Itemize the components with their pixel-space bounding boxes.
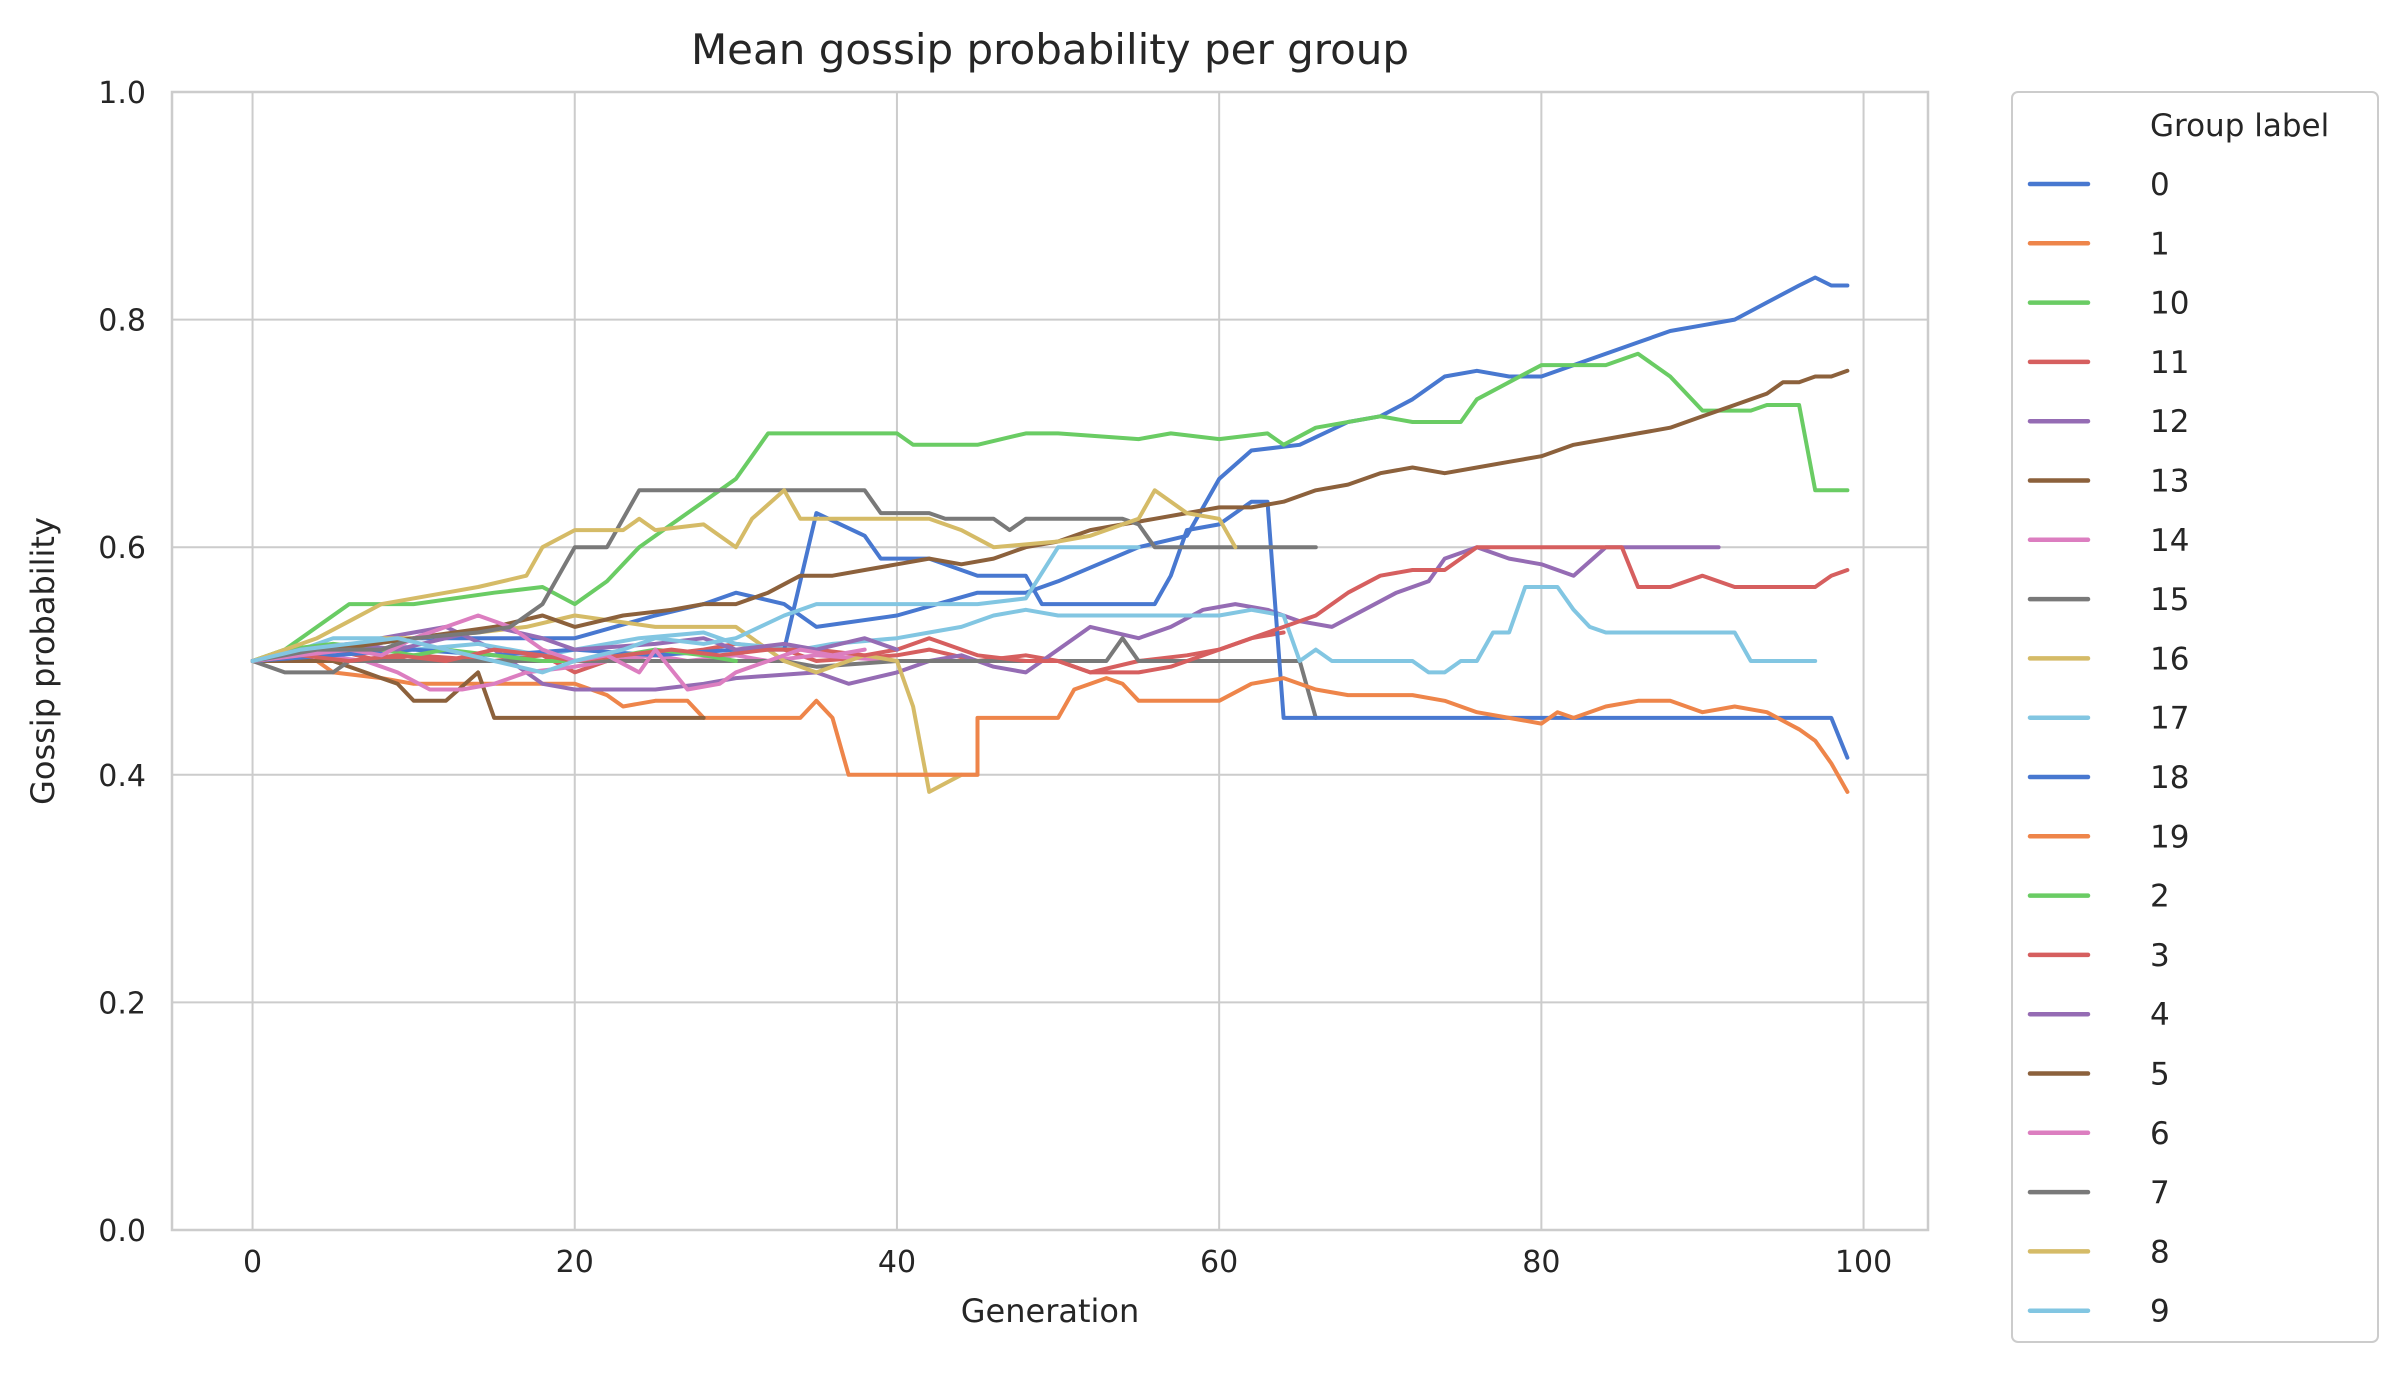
legend-label-8: 8 [2150, 1234, 2170, 1270]
legend-label-6: 6 [2150, 1116, 2170, 1152]
legend: Group label 0 1 10 11 12 13 14 15 16 17 18 19 2 3 4 5 6 7… [2011, 91, 2379, 1343]
x-axis-title: Generation [961, 1292, 1140, 1330]
legend-label-3: 3 [2150, 938, 2170, 974]
legend-label-5: 5 [2150, 1057, 2170, 1093]
tick-labels: 0 20 40 60 80 100 0.0 0.2 0.4 0.6 0.8 1.0 [98, 76, 1892, 1280]
legend-label-17: 17 [2150, 701, 2189, 737]
legend-label-14: 14 [2150, 523, 2189, 559]
series-lines [250, 275, 1850, 794]
x-tick-label: 0 [243, 1245, 262, 1280]
series-line-9 [250, 545, 1141, 675]
legend-label-19: 19 [2150, 819, 2189, 855]
legend-items: 0 1 10 11 12 13 14 15 16 17 18 19 2 3 4 5 6 7 8 9 [2027, 167, 2189, 1330]
y-tick-label: 1.0 [98, 76, 146, 111]
legend-label-13: 13 [2150, 464, 2189, 500]
series-line-1 [250, 659, 980, 777]
series-line-8 [250, 488, 1238, 663]
legend-title: Group label [2150, 108, 2329, 144]
legend-label-12: 12 [2150, 404, 2189, 440]
x-tick-label: 40 [878, 1245, 916, 1280]
y-tick-label: 0.0 [98, 1214, 146, 1249]
legend-label-15: 15 [2150, 582, 2189, 618]
legend-label-7: 7 [2150, 1175, 2170, 1211]
legend-label-10: 10 [2150, 286, 2189, 322]
legend-box [2011, 91, 2379, 1343]
legend-label-4: 4 [2150, 997, 2170, 1033]
y-axis-title: Gossip probability [24, 517, 62, 805]
legend-label-9: 9 [2150, 1294, 2170, 1330]
x-tick-label: 60 [1200, 1245, 1238, 1280]
x-tick-label: 80 [1522, 1245, 1560, 1280]
series-line-5 [250, 368, 1850, 663]
series-line-10 [250, 351, 1850, 663]
plot-frame [170, 90, 1930, 1232]
legend-label-1: 1 [2150, 226, 2170, 262]
y-tick-label: 0.8 [98, 304, 146, 339]
series-line-7 [250, 488, 1318, 663]
y-tick-label: 0.2 [98, 986, 146, 1021]
legend-label-18: 18 [2150, 760, 2189, 796]
series-line-19 [895, 676, 1850, 794]
y-tick-label: 0.6 [98, 531, 146, 566]
x-tick-label: 100 [1835, 1245, 1892, 1280]
x-tick-label: 20 [556, 1245, 594, 1280]
legend-label-11: 11 [2150, 345, 2189, 381]
chart-title: Mean gossip probability per group [691, 25, 1409, 74]
legend-label-16: 16 [2150, 641, 2189, 677]
legend-label-0: 0 [2150, 167, 2170, 203]
y-tick-label: 0.4 [98, 759, 146, 794]
legend-label-2: 2 [2150, 879, 2170, 915]
